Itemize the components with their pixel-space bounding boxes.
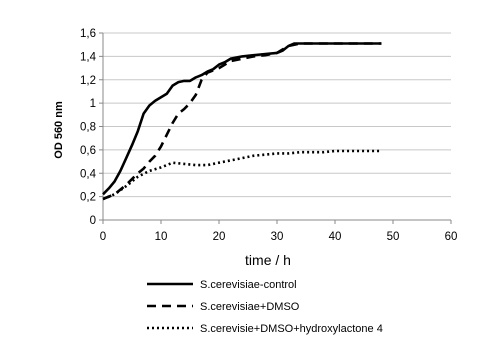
x-axis-label: time / h — [245, 252, 291, 268]
y-tick-label: 1,4 — [80, 51, 97, 63]
y-tick-label: 0,6 — [80, 145, 96, 157]
x-tick-label: 30 — [271, 231, 284, 243]
y-tick-label: 0 — [90, 215, 96, 227]
grid-layer — [103, 32, 451, 198]
x-tick-label: 10 — [155, 231, 168, 243]
legend-label-control: S.cerevisiae-control — [200, 279, 297, 291]
x-tick-label: 40 — [329, 231, 342, 243]
x-tick-label: 20 — [213, 231, 226, 243]
axis-layer: 0 0,2 0,4 0,6 0,8 1 1,2 1,4 1,6 0 10 20 30 40 50 60 — [80, 28, 457, 243]
series-layer — [102, 42, 382, 201]
y-tick-label: 1 — [90, 98, 96, 110]
x-tick-label: 0 — [100, 231, 106, 243]
y-axis-label: OD 560 nm — [53, 101, 65, 159]
legend-label-hydroxylactone: S.cerevisie+DMSO+hydroxylactone 4 — [200, 323, 383, 335]
series-dmso-line — [102, 42, 382, 201]
y-tick-label: 0,4 — [80, 168, 97, 180]
y-tick-label: 0,8 — [80, 122, 96, 134]
y-tick-label: 1,2 — [80, 75, 96, 87]
y-tick-label: 0,2 — [80, 192, 96, 204]
legend-label-dmso: S.cerevisiae+DMSO — [200, 301, 300, 313]
x-tick-label: 50 — [387, 231, 400, 243]
x-tick-label: 60 — [445, 231, 458, 243]
legend: S.cerevisiae-control S.cerevisiae+DMSO S… — [147, 279, 383, 335]
y-tick-label: 1,6 — [80, 28, 96, 40]
